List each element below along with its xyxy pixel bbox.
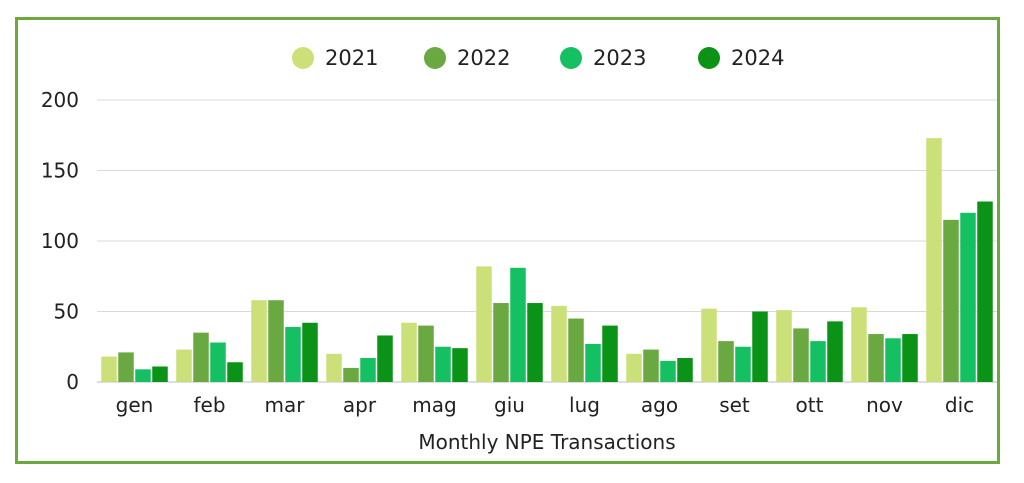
bar-2024-dic (977, 201, 993, 382)
bar-2021-mag (401, 322, 417, 382)
bar-2023-lug (585, 343, 601, 382)
bar-2021-ago (626, 353, 642, 382)
bar-2023-mag (435, 346, 451, 382)
bar-2022-ago (643, 349, 659, 382)
legend-label-2022: 2022 (457, 46, 510, 70)
bar-2021-gen (101, 356, 117, 382)
bar-2023-ago (660, 360, 676, 382)
bar-2024-ott (827, 321, 843, 382)
bar-2023-set (735, 346, 751, 382)
bar-2024-feb (227, 362, 243, 382)
bar-2024-gen (152, 366, 168, 382)
bar-2021-mar (251, 300, 267, 382)
bar-2023-gen (135, 369, 151, 382)
bar-2024-nov (902, 334, 918, 382)
legend-swatch-2021 (292, 47, 314, 69)
bar-2023-nov (885, 338, 901, 382)
bar-2023-ott (810, 341, 826, 382)
bar-2023-dic (960, 212, 976, 382)
bar-2022-giu (493, 303, 509, 382)
x-tick-label: lug (569, 393, 600, 417)
bar-2021-giu (476, 266, 492, 382)
bars (101, 138, 993, 382)
bar-2024-giu (527, 303, 543, 382)
x-tick-label: mag (412, 393, 456, 417)
bar-2022-gen (118, 352, 134, 382)
x-tick-label: ott (796, 393, 824, 417)
bar-2023-feb (210, 342, 226, 382)
bar-2024-apr (377, 335, 393, 382)
bar-2023-apr (360, 358, 376, 382)
bar-2024-ago (677, 358, 693, 382)
legend-label-2021: 2021 (325, 46, 378, 70)
bar-2023-mar (285, 327, 301, 382)
legend-swatch-2022 (424, 47, 446, 69)
legend-label-2023: 2023 (593, 46, 646, 70)
bar-2022-apr (343, 367, 359, 382)
gridlines (97, 99, 997, 383)
bar-2022-mag (418, 325, 434, 382)
x-tick-label: apr (343, 393, 377, 417)
y-tick-label: 200 (41, 88, 79, 112)
x-tick-label: dic (945, 393, 974, 417)
y-axis-ticks: 0 50 100 150 200 (41, 88, 79, 394)
bar-2024-set (752, 311, 768, 382)
x-tick-label: nov (866, 393, 903, 417)
bar-2022-ott (793, 328, 809, 382)
y-tick-label: 100 (41, 229, 79, 253)
bar-2021-nov (851, 307, 867, 382)
bar-2021-lug (551, 305, 567, 382)
bar-2022-lug (568, 318, 584, 382)
bar-2021-set (701, 308, 717, 382)
legend: 2021 2022 2023 2024 (292, 46, 784, 70)
bar-2024-lug (602, 325, 618, 382)
bar-2022-nov (868, 334, 884, 382)
bar-2023-giu (510, 267, 526, 382)
bar-2021-apr (326, 353, 342, 382)
y-tick-label: 0 (66, 370, 79, 394)
bar-2022-dic (943, 219, 959, 382)
x-tick-label: set (719, 393, 750, 417)
bar-2021-feb (176, 349, 192, 382)
legend-swatch-2023 (560, 47, 582, 69)
x-tick-label: gen (116, 393, 154, 417)
bar-2022-mar (268, 300, 284, 382)
bar-2021-ott (776, 310, 792, 382)
x-tick-label: mar (265, 393, 306, 417)
bar-2022-set (718, 341, 734, 382)
legend-label-2024: 2024 (731, 46, 784, 70)
x-tick-label: ago (641, 393, 678, 417)
bar-2024-mag (452, 348, 468, 382)
y-tick-label: 50 (54, 300, 79, 324)
legend-swatch-2024 (698, 47, 720, 69)
bar-2022-feb (193, 332, 209, 382)
bar-2021-dic (926, 138, 942, 382)
y-tick-label: 150 (41, 159, 79, 183)
x-axis-ticks: gen feb mar apr mag giu lug ago set ott nov dic (116, 393, 974, 417)
x-axis-title: Monthly NPE Transactions (418, 430, 675, 454)
x-tick-label: giu (494, 393, 525, 417)
bar-2024-mar (302, 322, 318, 382)
x-tick-label: feb (193, 393, 225, 417)
